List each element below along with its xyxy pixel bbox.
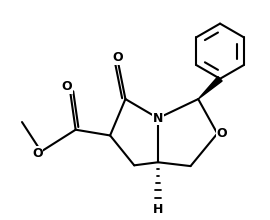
Text: O: O bbox=[112, 51, 123, 64]
Text: O: O bbox=[32, 147, 43, 160]
Text: O: O bbox=[62, 80, 72, 93]
Text: O: O bbox=[217, 127, 227, 140]
Text: N: N bbox=[153, 112, 163, 125]
Text: H: H bbox=[153, 203, 163, 216]
Polygon shape bbox=[198, 77, 222, 99]
